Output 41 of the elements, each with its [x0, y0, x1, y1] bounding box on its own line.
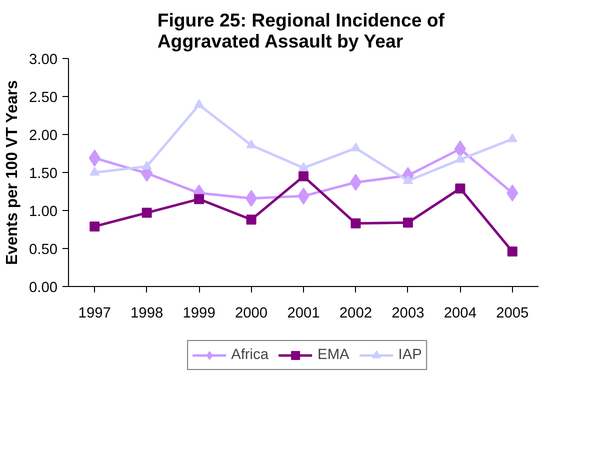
chart-title: Figure 25: Regional Incidence of Aggravated Assault by Year	[157, 10, 446, 52]
y-tick-label: 2.50	[28, 90, 58, 106]
point	[402, 218, 413, 228]
y-tick-label: 0.50	[28, 242, 58, 258]
point	[194, 194, 204, 204]
x-tick-label: 1999	[182, 306, 216, 322]
legend-label: IAP	[398, 347, 422, 363]
point	[90, 166, 100, 176]
legend-label: EMA	[318, 347, 350, 363]
point	[350, 174, 362, 191]
y-tick-label: 3.00	[28, 52, 58, 68]
point	[90, 221, 100, 232]
point	[246, 139, 256, 148]
point	[298, 162, 308, 172]
point	[245, 190, 258, 207]
y-tick-label: 0.00	[28, 280, 58, 296]
x-tick-label: 2003	[392, 306, 424, 322]
point	[455, 183, 466, 194]
x-tick-label: 2005	[496, 306, 529, 322]
y-tick-label: 1.00	[28, 204, 58, 220]
point	[507, 133, 518, 142]
point	[402, 175, 413, 184]
point	[194, 99, 204, 108]
x-tick-label: 2000	[234, 306, 268, 322]
point	[350, 218, 361, 228]
point	[246, 214, 256, 225]
y-tick-label: 2.00	[28, 128, 58, 144]
y-axis-title: Events per 100 VT Years	[4, 80, 21, 265]
x-tick-label: 2002	[339, 306, 372, 322]
point	[142, 208, 152, 218]
x-tick-label: 1997	[78, 306, 111, 322]
point	[350, 142, 361, 152]
legend-label: Africa	[231, 347, 269, 363]
x-tick-label: 2001	[287, 306, 320, 322]
y-tick-label: 1.50	[28, 166, 58, 182]
point	[298, 171, 308, 182]
point	[142, 160, 152, 170]
x-tick-label: 2004	[444, 306, 476, 322]
point	[455, 154, 466, 163]
point	[507, 246, 518, 257]
x-tick-label: 1998	[130, 306, 164, 322]
